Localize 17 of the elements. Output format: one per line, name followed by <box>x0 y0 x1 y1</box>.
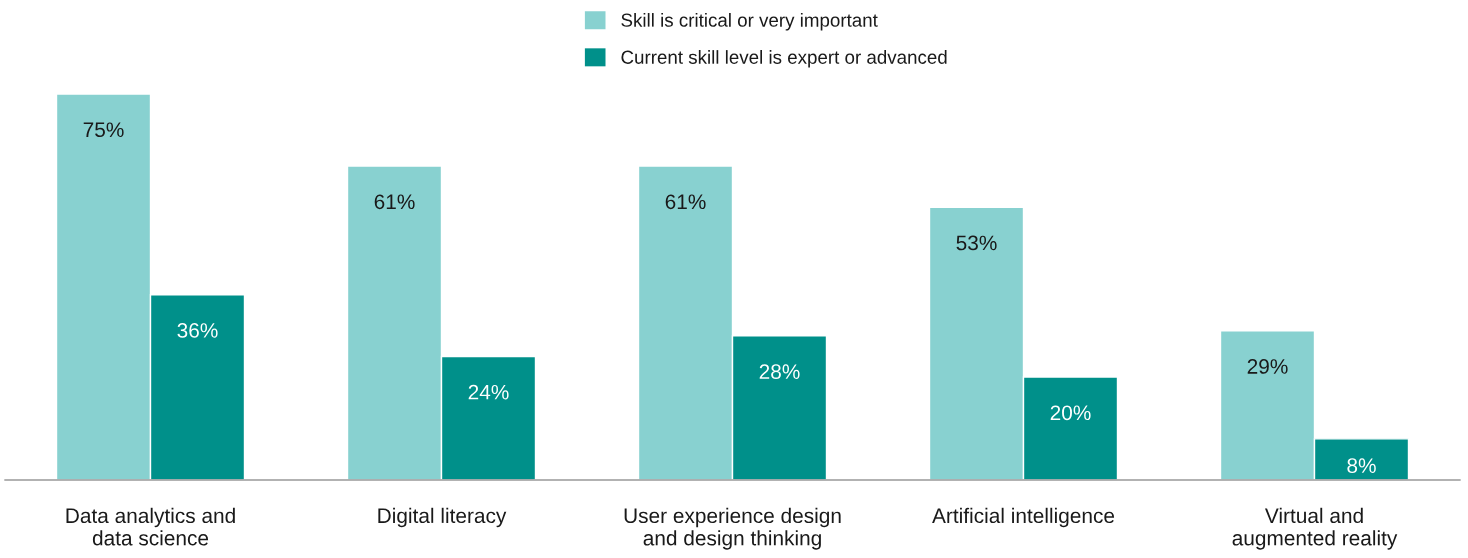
legend-label: Current skill level is expert or advanced <box>621 50 947 68</box>
x-tick-label: Virtual and augmented reality <box>1232 507 1398 550</box>
data-label: 29% <box>1247 359 1288 374</box>
data-label: 28% <box>759 364 800 379</box>
data-label: 61% <box>665 194 706 210</box>
data-label: 36% <box>177 323 218 338</box>
x-tick-label: Data analytics and data science <box>66 507 235 546</box>
data-label: 24% <box>468 384 509 400</box>
x-tick-label: Digital literacy <box>378 507 507 528</box>
data-label: 61% <box>374 194 415 210</box>
data-label: 20% <box>1050 405 1091 421</box>
x-tick-label: User experience design and design thinking <box>624 507 841 550</box>
data-label: 53% <box>956 235 997 251</box>
x-tick-label: Artificial intelligence <box>932 507 1115 528</box>
legend-label: Skill is critical or very important <box>621 13 878 31</box>
data-label: 8% <box>1347 458 1376 474</box>
data-label: 75% <box>83 122 124 138</box>
